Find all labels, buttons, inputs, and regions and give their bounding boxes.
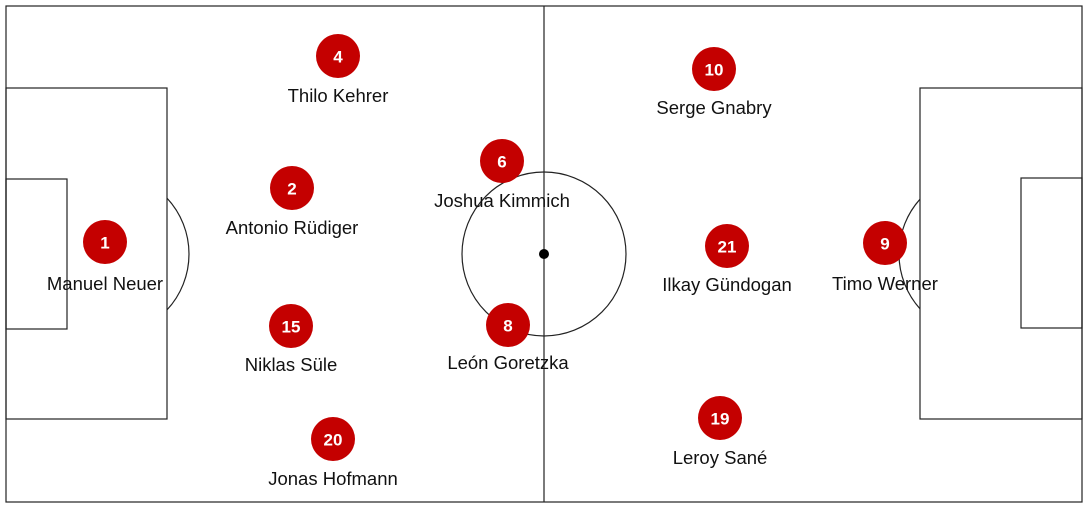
player-name: Thilo Kehrer — [288, 85, 389, 106]
player-marker-circle — [316, 34, 360, 78]
player-marker: 1 Manuel Neuer — [47, 220, 163, 294]
right-penalty-arc — [898, 198, 920, 310]
player-number: 19 — [711, 410, 730, 429]
player-marker-circle — [692, 47, 736, 91]
player-number: 20 — [324, 431, 343, 450]
player-number: 6 — [497, 153, 506, 172]
player-number: 15 — [282, 318, 301, 337]
player-marker-circle — [863, 221, 907, 265]
player-name: Niklas Süle — [245, 354, 338, 375]
center-circle — [461, 171, 627, 337]
player-marker-circle — [269, 304, 313, 348]
player-marker: 8 León Goretzka — [447, 303, 569, 373]
players: 4 Thilo Kehrer 10 Serge Gnabry 6 Joshua Kimmi… — [47, 34, 938, 489]
player-number: 2 — [287, 180, 296, 199]
center-spot — [539, 249, 549, 259]
player-number: 4 — [333, 48, 343, 67]
player-marker-circle — [83, 220, 127, 264]
player-marker: 4 Thilo Kehrer — [288, 34, 389, 106]
player-marker: 15 Niklas Süle — [245, 304, 338, 375]
player-number: 10 — [705, 61, 724, 80]
player-number: 9 — [880, 235, 889, 254]
player-name: Leroy Sané — [673, 447, 768, 468]
player-marker-circle — [486, 303, 530, 347]
player-name: Timo Werner — [832, 273, 938, 294]
right-penalty-box — [919, 87, 1083, 420]
player-marker: 10 Serge Gnabry — [656, 47, 772, 118]
left-penalty-arc — [167, 197, 190, 311]
player-marker: 9 Timo Werner — [832, 221, 938, 294]
player-marker: 19 Leroy Sané — [673, 396, 768, 468]
player-number: 8 — [503, 317, 512, 336]
player-name: Ilkay Gündogan — [662, 274, 792, 295]
player-marker-circle — [311, 417, 355, 461]
player-number: 21 — [718, 238, 737, 257]
player-marker: 2 Antonio Rüdiger — [226, 166, 359, 238]
player-name: Serge Gnabry — [656, 97, 772, 118]
player-name: Jonas Hofmann — [268, 468, 398, 489]
player-marker: 20 Jonas Hofmann — [268, 417, 398, 489]
player-marker: 21 Ilkay Gündogan — [662, 224, 792, 295]
left-goal-area — [5, 178, 68, 330]
player-marker: 6 Joshua Kimmich — [434, 139, 570, 211]
player-number: 1 — [100, 234, 109, 253]
player-marker-circle — [705, 224, 749, 268]
player-marker-circle — [698, 396, 742, 440]
player-name: Manuel Neuer — [47, 273, 163, 294]
player-marker-circle — [480, 139, 524, 183]
player-name: Antonio Rüdiger — [226, 217, 359, 238]
player-name: León Goretzka — [447, 352, 569, 373]
player-marker-circle — [270, 166, 314, 210]
player-name: Joshua Kimmich — [434, 190, 570, 211]
right-goal-area — [1020, 177, 1083, 329]
